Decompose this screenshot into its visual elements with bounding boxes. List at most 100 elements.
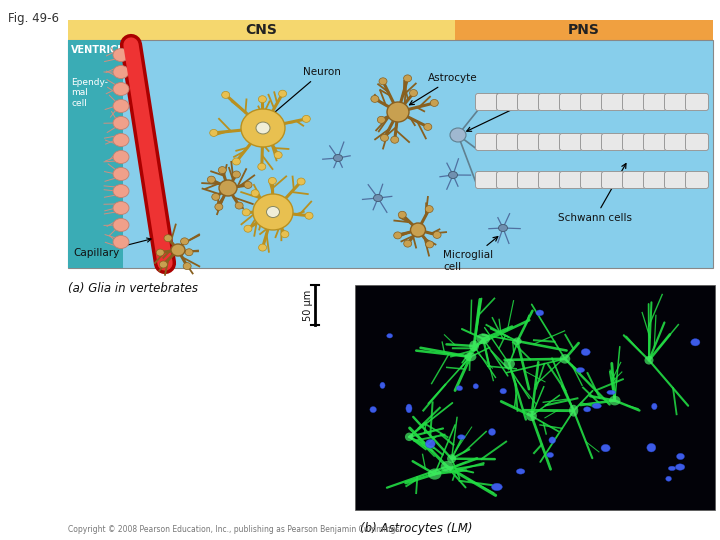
Text: (a) Glia in vertebrates: (a) Glia in vertebrates: [68, 282, 198, 295]
Ellipse shape: [690, 339, 700, 346]
Ellipse shape: [251, 190, 259, 197]
FancyBboxPatch shape: [497, 93, 520, 111]
Text: (b) Astrocytes (LM): (b) Astrocytes (LM): [360, 522, 472, 535]
Ellipse shape: [181, 238, 189, 245]
Ellipse shape: [374, 194, 382, 201]
Ellipse shape: [426, 206, 433, 213]
Ellipse shape: [258, 244, 266, 251]
FancyBboxPatch shape: [580, 93, 603, 111]
Ellipse shape: [256, 122, 270, 134]
Ellipse shape: [281, 231, 289, 238]
FancyBboxPatch shape: [518, 93, 541, 111]
Ellipse shape: [218, 167, 226, 173]
Ellipse shape: [677, 453, 685, 460]
Ellipse shape: [441, 461, 454, 472]
Ellipse shape: [647, 443, 656, 452]
Ellipse shape: [269, 178, 276, 185]
FancyBboxPatch shape: [475, 133, 498, 151]
Ellipse shape: [113, 151, 129, 164]
Ellipse shape: [503, 359, 515, 369]
Ellipse shape: [546, 453, 554, 457]
Ellipse shape: [516, 469, 525, 474]
Ellipse shape: [526, 411, 537, 421]
Text: 50 μm: 50 μm: [303, 289, 313, 321]
Text: Ependy-
mal
cell: Ependy- mal cell: [71, 78, 108, 108]
Ellipse shape: [241, 109, 285, 147]
FancyBboxPatch shape: [685, 133, 708, 151]
Ellipse shape: [559, 354, 570, 363]
Ellipse shape: [433, 232, 441, 238]
Ellipse shape: [581, 349, 590, 355]
Ellipse shape: [410, 90, 418, 97]
Ellipse shape: [333, 154, 343, 161]
Ellipse shape: [156, 249, 164, 256]
Ellipse shape: [387, 102, 409, 122]
FancyBboxPatch shape: [601, 133, 624, 151]
Bar: [68, 40, 713, 268]
Ellipse shape: [113, 133, 129, 146]
Ellipse shape: [536, 310, 544, 316]
Ellipse shape: [549, 437, 556, 443]
Ellipse shape: [473, 383, 479, 389]
Text: CNS: CNS: [246, 23, 277, 37]
Ellipse shape: [297, 178, 305, 185]
Ellipse shape: [404, 240, 412, 247]
FancyBboxPatch shape: [644, 172, 667, 188]
Ellipse shape: [370, 407, 377, 413]
FancyBboxPatch shape: [580, 172, 603, 188]
Ellipse shape: [377, 116, 385, 123]
FancyBboxPatch shape: [601, 172, 624, 188]
Ellipse shape: [113, 49, 129, 62]
Text: PNS: PNS: [568, 23, 600, 37]
Ellipse shape: [569, 405, 578, 417]
Ellipse shape: [500, 388, 507, 394]
FancyBboxPatch shape: [559, 93, 582, 111]
Ellipse shape: [164, 235, 172, 242]
Text: Astrocyte: Astrocyte: [410, 73, 477, 105]
Text: Schwann cells: Schwann cells: [558, 164, 632, 223]
Ellipse shape: [498, 225, 508, 232]
Bar: [68, 20, 455, 40]
Ellipse shape: [424, 124, 432, 130]
Ellipse shape: [233, 158, 240, 165]
FancyBboxPatch shape: [518, 133, 541, 151]
Text: Capillary: Capillary: [73, 238, 151, 258]
Ellipse shape: [464, 353, 477, 361]
Ellipse shape: [426, 241, 433, 248]
Ellipse shape: [215, 203, 223, 210]
FancyBboxPatch shape: [539, 93, 562, 111]
Ellipse shape: [601, 444, 610, 452]
FancyBboxPatch shape: [665, 93, 688, 111]
Ellipse shape: [113, 167, 129, 180]
Ellipse shape: [244, 181, 252, 188]
FancyBboxPatch shape: [665, 172, 688, 188]
FancyBboxPatch shape: [475, 172, 498, 188]
Ellipse shape: [675, 464, 685, 470]
Ellipse shape: [469, 341, 479, 352]
Ellipse shape: [380, 134, 389, 141]
Ellipse shape: [171, 244, 185, 256]
Ellipse shape: [113, 99, 129, 112]
FancyBboxPatch shape: [475, 93, 498, 111]
Ellipse shape: [379, 78, 387, 85]
Ellipse shape: [244, 225, 252, 232]
FancyBboxPatch shape: [559, 172, 582, 188]
Ellipse shape: [428, 468, 441, 480]
FancyBboxPatch shape: [580, 133, 603, 151]
FancyBboxPatch shape: [497, 133, 520, 151]
Ellipse shape: [266, 206, 279, 218]
FancyBboxPatch shape: [644, 133, 667, 151]
Ellipse shape: [380, 382, 385, 388]
Ellipse shape: [207, 176, 215, 183]
FancyBboxPatch shape: [685, 93, 708, 111]
Ellipse shape: [387, 334, 392, 338]
Ellipse shape: [113, 201, 129, 214]
Ellipse shape: [449, 172, 457, 179]
Ellipse shape: [406, 404, 412, 413]
Ellipse shape: [274, 152, 282, 159]
Ellipse shape: [113, 65, 129, 78]
Text: Fig. 49-6: Fig. 49-6: [8, 12, 59, 25]
Ellipse shape: [607, 390, 616, 395]
Ellipse shape: [212, 193, 220, 200]
Ellipse shape: [242, 209, 251, 216]
